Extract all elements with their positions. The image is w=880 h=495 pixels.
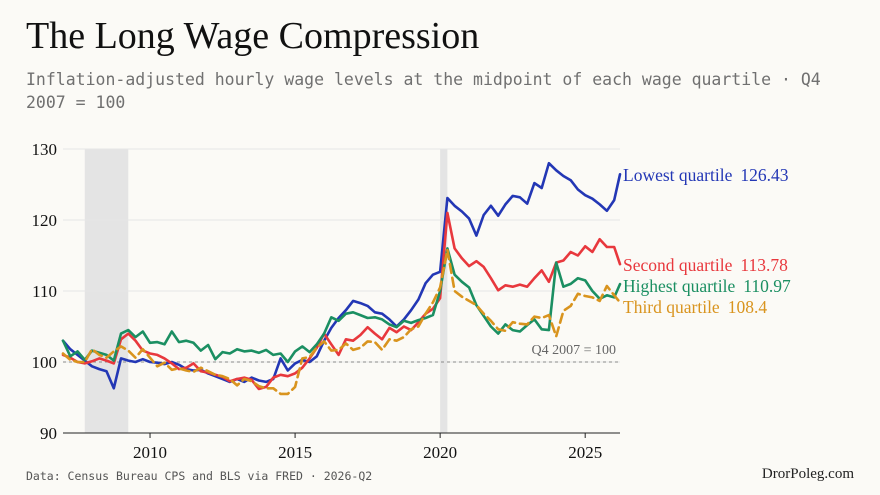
source-note: Data: Census Bureau CPS and BLS via FRED…	[26, 469, 373, 483]
chart-subtitle: Inflation-adjusted hourly wage levels at…	[26, 70, 821, 112]
series-label-third-quartile: Third quartile 108.4	[623, 297, 767, 317]
series-name: Second quartile	[623, 255, 733, 275]
y-tick-label: 130	[32, 140, 58, 159]
series-end-value: 113.78	[740, 255, 788, 275]
y-tick-label: 120	[32, 211, 58, 230]
y-tick-label: 110	[32, 282, 57, 301]
series-end-value: 108.4	[728, 297, 768, 317]
series-line-third-quartile	[61, 248, 622, 396]
x-tick-label: 2010	[133, 443, 167, 462]
series-label-highest-quartile: Highest quartile 110.97	[623, 276, 791, 296]
series-line-lowest-quartile	[61, 161, 622, 390]
series-name: Lowest quartile	[623, 165, 733, 185]
brand-label: DrorPoleg.com	[761, 466, 854, 482]
series-name: Highest quartile	[623, 276, 735, 296]
x-tick-label: 2015	[278, 443, 312, 462]
y-tick-label: 90	[40, 424, 57, 443]
reference-line-label: Q4 2007 = 100	[531, 343, 616, 358]
series-line-second-quartile	[61, 211, 622, 391]
series-end-value: 110.97	[743, 276, 791, 296]
series-label-second-quartile: Second quartile 113.78	[623, 255, 788, 275]
y-tick-label: 100	[32, 353, 58, 372]
series-name: Third quartile	[623, 297, 720, 317]
x-tick-label: 2025	[568, 443, 602, 462]
series-label-lowest-quartile: Lowest quartile 126.43	[623, 165, 789, 185]
chart-title: The Long Wage Compression	[26, 15, 480, 57]
x-tick-label: 2020	[423, 443, 457, 462]
series-end-value: 126.43	[740, 165, 788, 185]
